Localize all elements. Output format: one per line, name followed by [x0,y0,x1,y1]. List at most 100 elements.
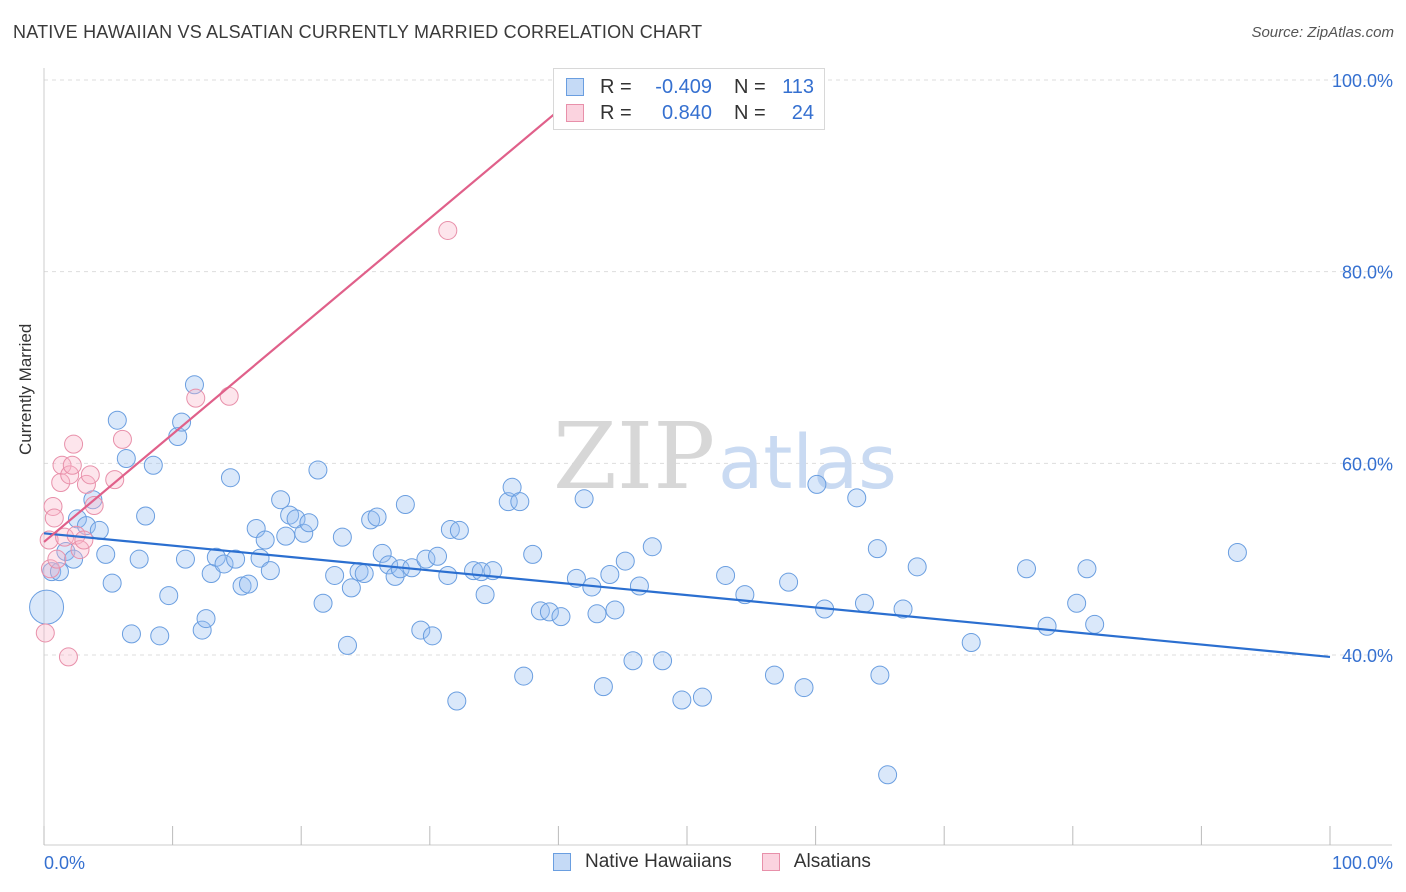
blue-point-11 [107,410,127,430]
blue-point-30 [232,576,252,596]
legend-r-label: R = [600,101,632,124]
blue-point-103 [878,765,898,785]
blue-point-64 [447,691,467,711]
legend-row-native-hawaiians: R = -0.409 N = 113 [566,74,814,100]
blue-point-60 [422,626,442,646]
blue-point-102 [870,665,890,685]
grid-lines [44,79,1392,656]
blue-point-77 [551,607,571,627]
legend-swatch-blue [553,853,571,871]
blue-point-73 [514,666,534,686]
blue-point-82 [593,677,613,697]
legend-label-alsatians: Alsatians [793,851,871,872]
pink-point-22 [219,386,239,406]
legend-n-value: 113 [782,75,814,98]
blue-point-85 [615,551,635,571]
correlation-legend: R = -0.409 N = 113 R = 0.840 N = 24 [553,68,825,130]
source-label: Source: ZipAtlas.com [1251,24,1394,41]
blue-point-44 [325,565,345,585]
series-alsatians [35,220,458,667]
legend-r-value: 0.840 [661,101,712,124]
legend-n-value: 24 [791,101,814,124]
blue-point-92 [716,565,736,585]
blue-point-47 [341,578,361,598]
blue-point-95 [779,572,799,592]
blue-point-31 [238,574,258,594]
pink-point-18 [84,496,104,515]
blue-point-10 [102,573,122,593]
blue-point-89 [653,651,673,671]
blue-point-83 [600,565,620,584]
blue-point-58 [411,620,431,640]
series-legend: Native Hawaiians Alsatians [553,851,901,873]
pink-point-9 [58,647,78,667]
pink-point-23 [438,220,458,240]
y-axis-label: Currently Married [16,323,35,455]
blue-point-109 [1067,593,1087,613]
pink-point-11 [62,455,82,475]
y-tick-label-2: 80.0% [1342,263,1393,283]
blue-point-46 [337,635,357,655]
trend-line-alsatians [43,109,560,543]
pink-point-7 [52,455,72,475]
blue-point-110 [1077,559,1097,579]
blue-point-21 [175,549,195,569]
legend-item-native-hawaiians: Native Hawaiians [553,851,732,873]
blue-point-8 [89,520,109,540]
blue-point-97 [807,474,827,494]
blue-point-100 [854,593,874,613]
blue-point-59 [416,549,436,569]
blue-point-23 [192,620,212,640]
blue-point-106 [961,633,981,653]
pink-point-2 [40,559,60,579]
blue-point-28 [220,468,240,488]
blue-point-41 [299,513,319,533]
y-tick-label-1: 60.0% [1342,454,1393,474]
blue-point-107 [1017,559,1037,579]
x-tick-label-0: 0.0% [44,853,85,873]
blue-point-62 [438,565,458,585]
blue-point-17 [150,626,170,646]
pink-point-21 [186,388,206,408]
blue-point-88 [642,537,662,557]
blue-point-42 [308,460,328,480]
blue-point-36 [271,490,291,510]
pink-point-16 [76,474,96,494]
blue-point-108 [1037,616,1057,636]
legend-r-value: -0.409 [655,75,712,98]
legend-swatch-blue [566,78,584,96]
blue-point-76 [539,602,559,622]
blue-point-0 [29,589,65,625]
blue-point-9 [96,544,116,564]
blue-point-26 [206,547,226,567]
legend-row-alsatians: R = 0.840 N = 24 [566,100,814,126]
y-tick-label-3: 100.0% [1332,71,1393,91]
pink-point-20 [112,429,132,449]
blue-point-37 [276,526,296,546]
x-tick-label-1: 100.0% [1332,853,1393,873]
trend-lines [43,109,1331,659]
blue-point-40 [294,523,314,543]
blue-point-34 [255,530,275,550]
blue-point-12 [116,449,136,469]
legend-item-alsatians: Alsatians [761,851,871,873]
blue-point-104 [893,599,913,619]
blue-point-29 [226,549,246,569]
blue-point-93 [735,585,755,605]
watermark: ZIP atlas [553,403,897,510]
blue-point-18 [159,586,179,606]
axes [43,68,1392,846]
pink-point-1 [39,530,59,550]
blue-point-35 [260,561,280,581]
blue-point-70 [498,492,518,512]
blue-point-6 [76,516,96,536]
legend-n-label: N = [734,75,766,98]
blue-point-61 [428,546,448,566]
blue-point-13 [121,624,141,644]
legend-swatch-pink [761,853,780,871]
pink-point-5 [47,549,67,569]
blue-point-65 [449,520,469,540]
blue-point-43 [313,593,333,613]
blue-point-112 [1227,542,1247,562]
pink-point-14 [70,540,90,560]
